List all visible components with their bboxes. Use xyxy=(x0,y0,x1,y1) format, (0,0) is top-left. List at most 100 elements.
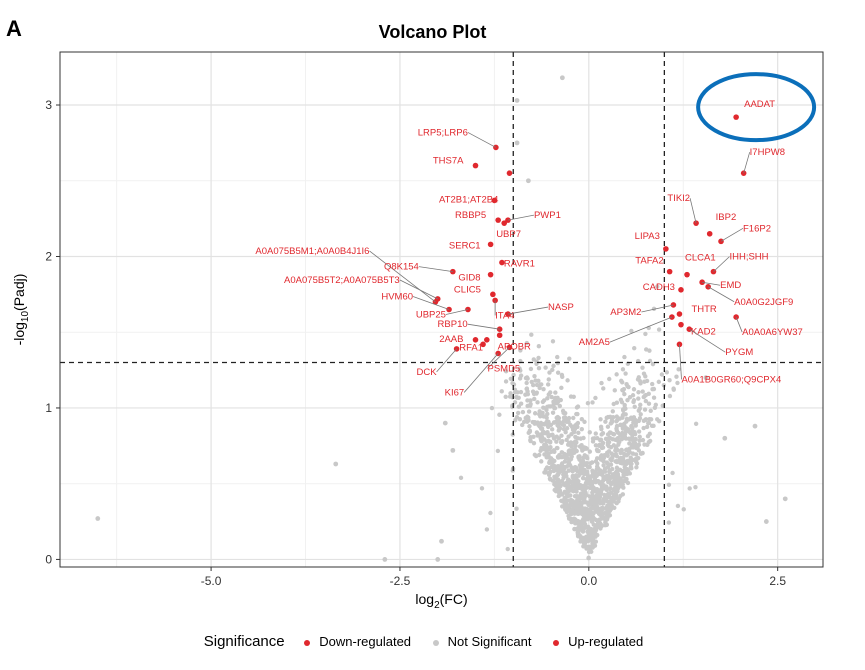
label-leader-line xyxy=(467,132,497,148)
ns-point xyxy=(623,371,628,376)
ns-point xyxy=(603,419,608,424)
ns-point xyxy=(518,389,524,395)
ns-point xyxy=(549,464,554,469)
gene-label: KI67 xyxy=(445,387,465,398)
ns-outlier-point xyxy=(782,496,788,502)
ns-point xyxy=(594,493,599,498)
ns-point xyxy=(621,451,627,457)
gene-label: A0A075B5T2;A0A075B5T3 xyxy=(284,275,400,286)
ns-point xyxy=(593,497,599,503)
ns-point xyxy=(640,450,645,456)
ns-point xyxy=(620,367,626,372)
ns-point xyxy=(539,426,545,431)
ns-point xyxy=(598,482,604,487)
ns-point xyxy=(581,469,587,475)
gene-label: RFA1 xyxy=(459,342,483,353)
ns-point xyxy=(505,546,510,552)
ns-point xyxy=(510,380,515,386)
label-leader-line xyxy=(369,250,436,303)
ns-point xyxy=(610,409,615,414)
ns-point xyxy=(598,417,603,422)
ns-point xyxy=(634,465,639,470)
ns-point xyxy=(554,445,560,451)
significant-point xyxy=(733,114,739,120)
gene-label: THS7A xyxy=(433,156,464,167)
ns-point xyxy=(581,544,586,549)
legend-dot-up-regulated xyxy=(553,639,560,646)
ns-point xyxy=(605,424,611,429)
ns-point xyxy=(598,424,604,430)
ns-point xyxy=(542,437,547,442)
ns-point xyxy=(551,363,556,369)
gene-label: IHH;SHH xyxy=(729,252,768,263)
legend-item-down-regulated: Down-regulated xyxy=(304,634,411,649)
ns-point xyxy=(628,416,633,421)
ns-point xyxy=(597,490,602,495)
label-leader-line xyxy=(507,306,549,315)
ns-point xyxy=(618,450,623,456)
ns-point xyxy=(511,372,516,378)
legend-title: Significance xyxy=(203,633,285,650)
ns-point xyxy=(571,516,577,521)
ns-point xyxy=(636,390,641,395)
ns-point xyxy=(625,466,630,472)
ns-point xyxy=(637,406,643,411)
ns-point xyxy=(562,415,568,420)
ns-point xyxy=(648,417,654,422)
ns-point xyxy=(546,392,551,397)
gene-label: CADH3 xyxy=(643,282,675,293)
highlight-circle xyxy=(696,72,817,143)
gene-label: 2AAB xyxy=(439,334,463,345)
y-tick-label: 2 xyxy=(45,249,52,263)
ns-point xyxy=(538,448,543,453)
ns-point xyxy=(622,391,627,397)
ns-point xyxy=(524,340,530,346)
ns-point xyxy=(667,393,673,399)
gene-label: HVM60 xyxy=(381,292,413,303)
ns-point xyxy=(625,397,630,403)
ns-point xyxy=(552,458,557,464)
ns-point xyxy=(583,490,588,495)
ns-point xyxy=(561,470,566,476)
ns-point xyxy=(525,419,530,424)
ns-point xyxy=(555,395,560,401)
ns-point xyxy=(651,395,657,400)
gene-label: RBP10 xyxy=(438,319,468,330)
significant-point xyxy=(499,259,505,266)
ns-point xyxy=(593,395,598,401)
significant-points xyxy=(432,114,747,357)
ns-point xyxy=(593,539,599,544)
ns-outlier-point xyxy=(442,420,448,426)
ns-point xyxy=(574,483,579,488)
ns-point xyxy=(594,447,600,452)
ns-point xyxy=(636,442,642,448)
ns-point xyxy=(503,394,508,399)
ns-point xyxy=(621,474,626,479)
ns-point xyxy=(590,400,595,405)
ns-point xyxy=(570,447,576,453)
ns-point xyxy=(614,454,620,459)
significant-point xyxy=(480,341,486,348)
ns-point xyxy=(552,449,557,454)
ns-point xyxy=(647,438,653,444)
ns-point xyxy=(604,522,609,527)
ns-point xyxy=(641,425,646,431)
ns-point xyxy=(632,432,638,437)
ns-point xyxy=(655,284,660,289)
gene-label: THTR xyxy=(691,304,716,315)
ns-point xyxy=(671,386,676,391)
ns-point xyxy=(611,401,616,407)
x-tick-label: -2.5 xyxy=(390,574,411,588)
ns-point xyxy=(630,442,636,447)
ns-point xyxy=(580,458,586,464)
ns-point xyxy=(583,480,589,486)
legend: Significance Down-regulated Not Signific… xyxy=(0,633,865,650)
ns-point xyxy=(545,396,550,401)
gene-label: EMD xyxy=(720,280,741,291)
gene-label: AADAT xyxy=(744,99,775,110)
ns-point xyxy=(528,434,533,440)
gene-label: RBBP5 xyxy=(455,210,486,221)
ns-point xyxy=(578,468,583,473)
gene-label: TAFA2 xyxy=(635,256,663,267)
ns-point xyxy=(586,529,591,534)
